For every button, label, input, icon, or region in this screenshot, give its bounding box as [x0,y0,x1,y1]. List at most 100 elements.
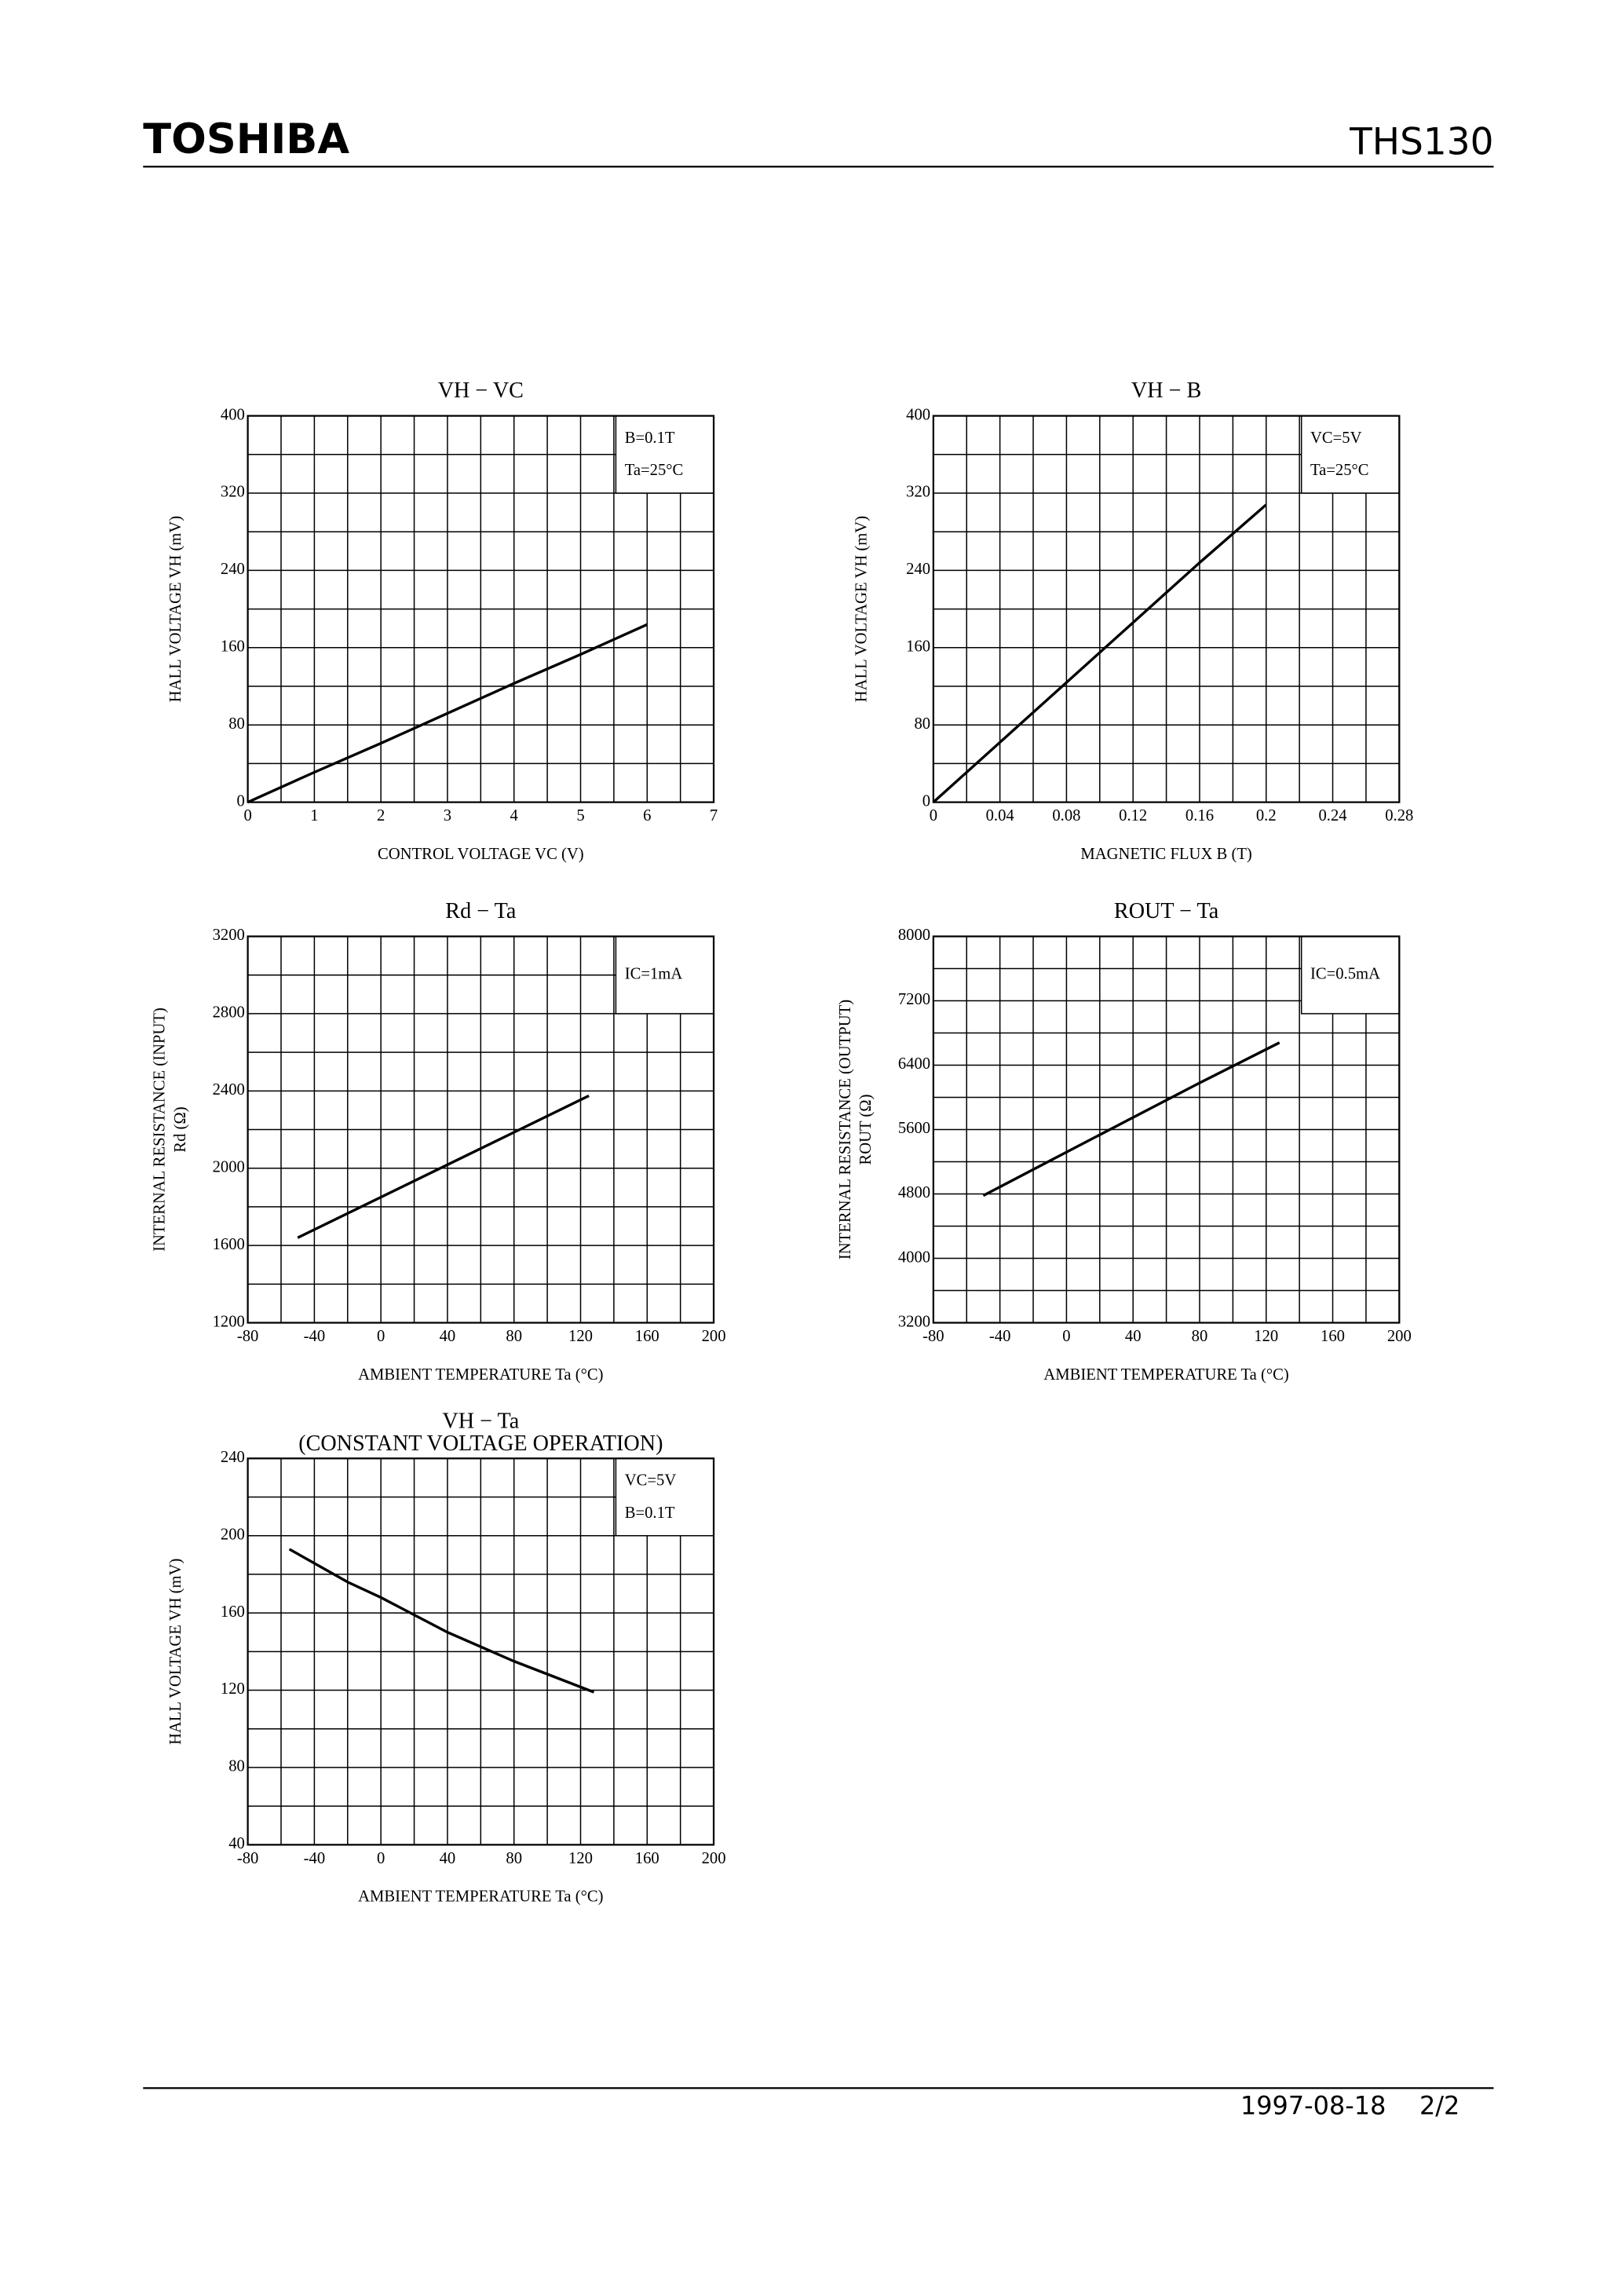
x-axis-label: AMBIENT TEMPERATURE Ta (°C) [358,1366,603,1384]
y-tick-label: 80 [228,715,245,733]
chart-title: VH − B [1131,378,1201,403]
x-tick-label: -40 [304,1328,326,1345]
legend-text: Ta=25°C [625,462,684,479]
y-tick-label: 40 [228,1835,245,1852]
y-tick-label: 240 [221,561,245,578]
x-tick-label: 120 [1254,1328,1278,1345]
x-tick-label: 0 [377,1328,385,1345]
y-tick-label: 0 [237,792,245,810]
legend-text: Ta=25°C [1310,462,1369,479]
x-tick-label: 0.08 [1052,807,1080,824]
y-tick-label: 4800 [898,1184,930,1201]
chart-title: VH − VC [438,378,524,403]
x-tick-label: 0.12 [1119,807,1147,824]
x-tick-label: 0 [377,1850,385,1867]
x-tick-label: 40 [1125,1328,1142,1345]
legend-box [615,1457,714,1537]
x-tick-label: 4 [510,807,518,824]
x-axis-label: AMBIENT TEMPERATURE Ta (°C) [358,1888,603,1906]
legend-text: IC=0.5mA [1310,965,1380,982]
x-tick-label: 80 [506,1850,522,1867]
x-tick-label: 0.28 [1385,807,1413,824]
y-tick-label: 400 [221,406,245,423]
legend-box [615,415,714,494]
x-tick-label: 0 [1062,1328,1070,1345]
x-tick-label: 5 [576,807,584,824]
y-axis-label: INTERNAL RESISTANCE (INPUT) [152,1007,169,1252]
plot-frame [932,935,1401,1324]
legend-box [615,935,714,1015]
x-tick-label: 40 [440,1850,456,1867]
chart-title: Rd − Ta [445,899,517,923]
x-tick-label: -80 [922,1328,944,1345]
x-tick-label: 160 [1321,1328,1345,1345]
x-tick-label: 0.24 [1318,807,1346,824]
x-axis-label: MAGNETIC FLUX B (T) [1080,846,1251,863]
x-tick-label: 0 [243,807,251,824]
y-tick-label: 80 [914,715,930,733]
x-tick-label: 1 [310,807,318,824]
y-tick-label: 8000 [898,927,930,944]
x-tick-label: 2 [377,807,385,824]
y-axis-label: HALL VOLTAGE VH (mV) [167,516,184,702]
x-tick-label: 7 [710,807,718,824]
legend-text: IC=1mA [625,965,683,982]
y-tick-label: 2000 [213,1158,245,1175]
x-tick-label: 40 [440,1328,456,1345]
x-tick-label: 80 [506,1328,522,1345]
x-tick-label: 0.04 [986,807,1014,824]
x-tick-label: 80 [1192,1328,1208,1345]
x-tick-label: 200 [702,1850,726,1867]
y-tick-label: 1200 [213,1313,245,1330]
plot-frame [932,415,1401,803]
y-tick-label: 320 [221,484,245,501]
x-tick-label: -40 [304,1850,326,1867]
y-axis-label: HALL VOLTAGE VH (mV) [853,516,870,702]
legend-text: VC=5V [1310,430,1362,447]
plot-frame [247,935,715,1324]
y-axis-label: HALL VOLTAGE VH (mV) [167,1559,184,1745]
x-tick-label: -40 [989,1328,1011,1345]
y-tick-label: 7200 [898,991,930,1008]
chart-subtitle: (CONSTANT VOLTAGE OPERATION) [298,1431,663,1456]
x-axis-label: AMBIENT TEMPERATURE Ta (°C) [1043,1366,1288,1384]
y-tick-label: 240 [221,1449,245,1466]
footer-page: 2/2 [1419,2091,1459,2121]
y-axis-label: INTERNAL RESISTANCE (OUTPUT) [837,1000,854,1260]
y-tick-label: 120 [221,1680,245,1698]
plot-frame [247,1457,715,1846]
x-tick-label: -80 [237,1328,259,1345]
x-tick-label: 160 [635,1328,659,1345]
brand: TOSHIBA [143,115,349,163]
data-line [297,1094,590,1239]
y-tick-label: 160 [906,638,930,656]
y-tick-label: 6400 [898,1055,930,1073]
y-tick-label: 160 [221,1603,245,1621]
data-line [932,503,1267,803]
data-line [288,1548,595,1694]
chart-title: VH − Ta [442,1409,519,1434]
data-line [982,1041,1280,1197]
x-tick-label: 160 [635,1850,659,1867]
x-tick-label: 0 [930,807,937,824]
x-tick-label: 120 [568,1328,593,1345]
legend-text: B=0.1T [625,430,675,447]
y-tick-label: 2800 [213,1004,245,1022]
y-tick-label: 160 [221,638,245,656]
footer-date: 1997-08-18 [1240,2091,1386,2121]
part-number: THS130 [1349,121,1493,164]
x-axis-label: CONTROL VOLTAGE VC (V) [378,846,584,863]
y-tick-label: 200 [221,1526,245,1543]
y-tick-label: 1600 [213,1236,245,1253]
data-line [247,623,648,804]
chart-title: ROUT − Ta [1114,899,1219,923]
y-tick-label: 4000 [898,1249,930,1266]
y-tick-label: 320 [906,484,930,501]
x-tick-label: 3 [444,807,451,824]
y-tick-label: 5600 [898,1120,930,1137]
legend-box [1300,415,1401,494]
x-tick-label: 200 [1387,1328,1412,1345]
x-tick-label: -80 [237,1850,259,1867]
